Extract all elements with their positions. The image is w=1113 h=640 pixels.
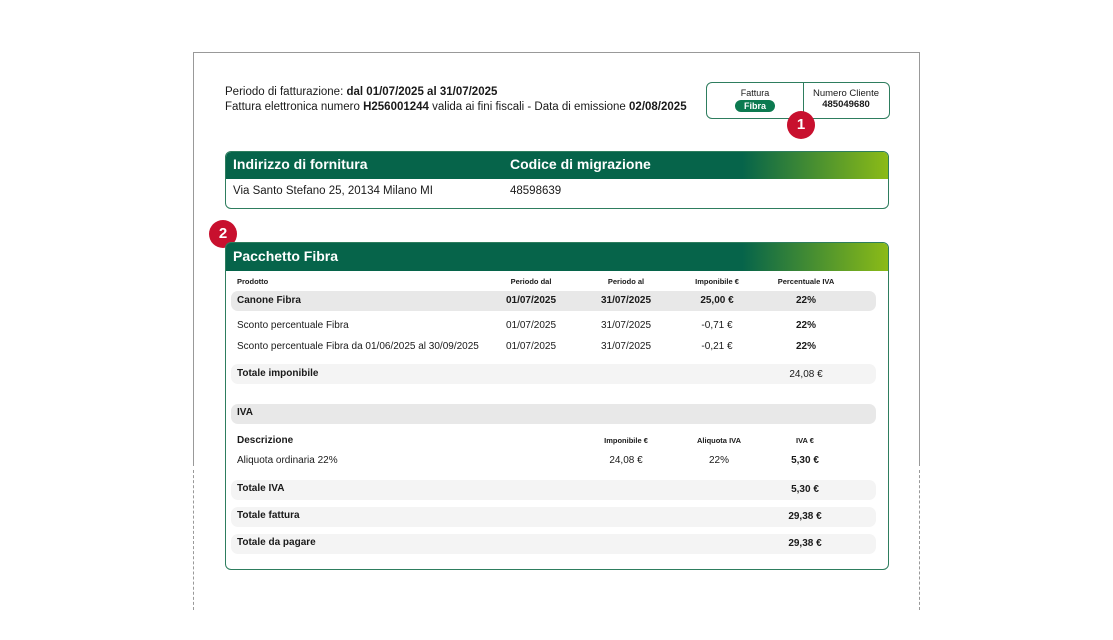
cell: 48598639 [510, 184, 561, 198]
cell: Aliquota ordinaria 22% [237, 454, 338, 468]
row-bg [231, 480, 876, 500]
total-label: Totale IVA [237, 482, 284, 496]
cell: 25,00 € [700, 294, 733, 308]
cell: 31/07/2025 [601, 294, 651, 308]
cell: 01/07/2025 [506, 319, 556, 333]
marker: 1 [787, 111, 815, 139]
total-label: Totale fattura [237, 509, 300, 523]
cell: 5,30 € [791, 454, 819, 468]
cell: Sconto percentuale Fibra [237, 319, 349, 333]
column-header: Percentuale IVA [778, 275, 835, 289]
column-header: Descrizione [237, 434, 293, 448]
pill: Fibra [735, 100, 775, 112]
section-title: IVA [237, 406, 253, 420]
cell: -0,21 € [701, 340, 732, 354]
frame-dash-right [919, 470, 920, 610]
column-header: Codice di migrazione [510, 157, 651, 171]
total-value: 29,38 € [788, 537, 821, 551]
cell: Canone Fibra [237, 294, 301, 308]
frame-dash-left [193, 470, 194, 610]
section-title: Pacchetto Fibra [233, 249, 338, 263]
label: Fattura elettronica numero [225, 101, 360, 113]
cell: 22% [709, 454, 729, 468]
column-header: Periodo al [608, 275, 644, 289]
cell: 31/07/2025 [601, 319, 651, 333]
value: 485049680 [822, 98, 870, 112]
cell: 01/07/2025 [506, 340, 556, 354]
invoice-line: Fattura elettronica numero H256001244 va… [225, 100, 687, 114]
cell: 22% [796, 319, 816, 333]
column-header: Imponibile € [604, 434, 648, 448]
column-header: IVA € [796, 434, 814, 448]
row-bg [231, 534, 876, 554]
cell: -0,71 € [701, 319, 732, 333]
cell: 31/07/2025 [601, 340, 651, 354]
label: valida ai fini fiscali - Data di emissio… [432, 101, 626, 113]
total-label: Totale imponibile [237, 367, 318, 381]
total-value: 24,08 € [789, 368, 822, 382]
cell: 22% [796, 340, 816, 354]
total-value: 5,30 € [791, 483, 819, 497]
cell: 22% [796, 294, 816, 308]
row-bg [231, 507, 876, 527]
column-header: Periodo dal [511, 275, 552, 289]
value: 02/08/2025 [629, 101, 687, 113]
value: H256001244 [363, 101, 429, 113]
label: Periodo di fatturazione: [225, 86, 343, 98]
column-header: Imponibile € [695, 275, 739, 289]
column-header: Prodotto [237, 275, 268, 289]
cell: 01/07/2025 [506, 294, 556, 308]
column-header: Indirizzo di fornitura [233, 157, 368, 171]
cell: Via Santo Stefano 25, 20134 Milano MI [233, 184, 433, 198]
total-value: 29,38 € [788, 510, 821, 524]
period-line: Periodo di fatturazione: dal 01/07/2025 … [225, 85, 497, 99]
cell: Sconto percentuale Fibra da 01/06/2025 a… [237, 340, 479, 354]
row-bg [231, 404, 876, 424]
row-bg [231, 364, 876, 384]
label: Fattura [741, 86, 770, 100]
column-header: Aliquota IVA [697, 434, 741, 448]
cell: 24,08 € [609, 454, 642, 468]
value: dal 01/07/2025 al 31/07/2025 [346, 86, 497, 98]
total-label: Totale da pagare [237, 536, 316, 550]
